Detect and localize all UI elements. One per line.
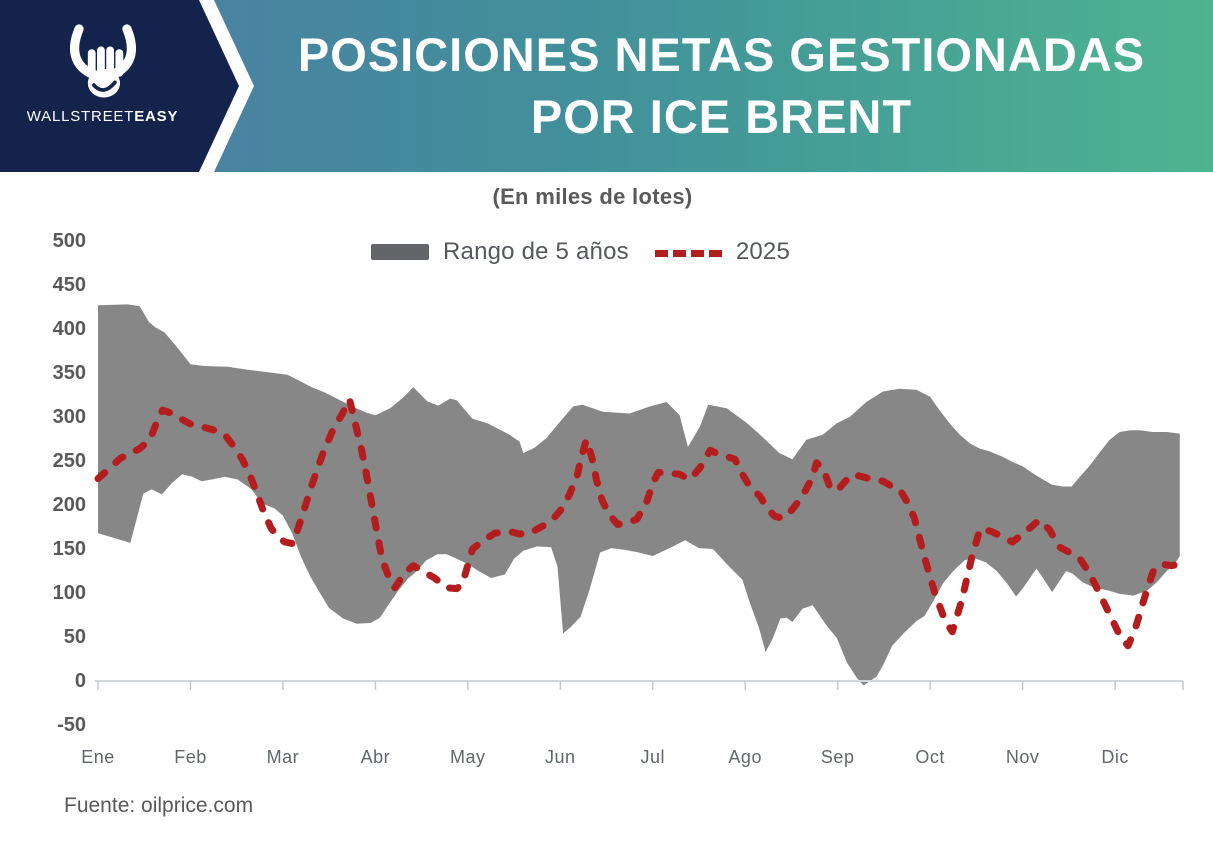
y-axis-label: 0: [74, 670, 86, 692]
legend-dashed-line-swatch: [654, 249, 727, 257]
range-band: [98, 304, 1180, 686]
chevron-banner-icon: [0, 0, 254, 172]
chart-legend: Rango de 5 años 2025: [371, 238, 791, 265]
page-title: POSICIONES NETAS GESTIONADAS POR ICE BRE…: [245, 0, 1198, 172]
source-note: Fuente: oilprice.com: [64, 794, 254, 817]
x-axis-label: Nov: [1005, 747, 1040, 767]
y-axis-label: 150: [52, 538, 86, 560]
x-axis-label: Dic: [1101, 747, 1129, 767]
x-axis-label: Abr: [360, 747, 391, 767]
x-axis-label: Ago: [728, 747, 762, 767]
x-axis-label: Jul: [640, 747, 666, 767]
title-line-2: POR ICE BRENT: [530, 90, 913, 143]
x-axis-label: Oct: [915, 747, 945, 767]
y-axis-label: 250: [52, 450, 86, 472]
bull-fist-icon: [69, 24, 136, 98]
header-banner: WALLSTREETEASY POSICIONES NETAS GESTIONA…: [0, 0, 1213, 172]
y-axis-label: 400: [52, 318, 86, 340]
y-axis-label: 200: [52, 494, 86, 516]
title-line-1: POSICIONES NETAS GESTIONADAS: [297, 28, 1146, 81]
y-axis-label: 300: [52, 406, 86, 428]
x-axis-label: Jun: [545, 747, 576, 767]
x-axis-label: Mar: [266, 747, 300, 767]
y-axis-label: 350: [52, 362, 86, 384]
x-axis-label: May: [450, 747, 486, 767]
x-axis-label: Ene: [81, 747, 115, 767]
y-axis-label: -50: [57, 714, 86, 736]
legend-range-label: Rango de 5 años: [443, 238, 629, 265]
brand-wordmark: WALLSTREETEASY: [0, 108, 205, 125]
legend-range-swatch: [371, 244, 429, 260]
y-axis-label: 500: [52, 230, 86, 252]
x-axis-label: Feb: [174, 747, 207, 767]
brand-name-bold: EASY: [134, 108, 179, 125]
line-2025: [94, 395, 1184, 650]
legend-2025-label: 2025: [735, 238, 791, 265]
y-axis-label: 50: [63, 626, 86, 648]
y-axis-label: 100: [52, 582, 86, 604]
brand-name-regular: WALLSTREET: [26, 108, 135, 125]
chart-subtitle: (En miles de lotes): [492, 184, 693, 209]
x-axis-label: Sep: [820, 747, 855, 767]
brand-logo: WALLSTREETEASY: [0, 0, 205, 172]
y-axis-label: 450: [52, 274, 86, 296]
